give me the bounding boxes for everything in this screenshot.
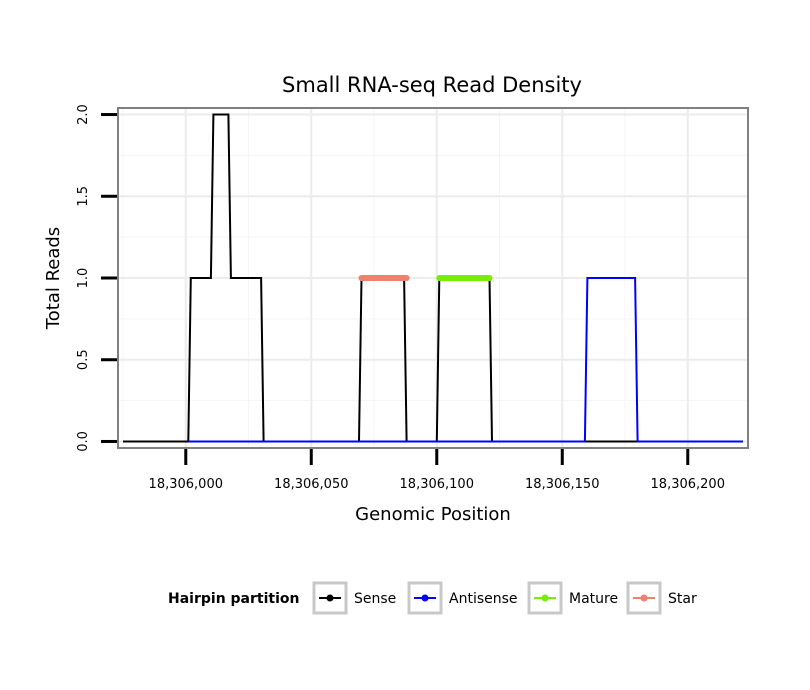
y-tick-label: 1.5 bbox=[76, 186, 91, 207]
x-axis: 18,306,000 18,306,050 18,306,100 18,306,150… bbox=[149, 449, 725, 492]
x-tick-label: 18,306,000 bbox=[149, 477, 223, 492]
legend-key-dot bbox=[421, 594, 429, 602]
series-line-antisense bbox=[188, 277, 743, 443]
legend-title: Hairpin partition bbox=[168, 591, 299, 607]
x-tick-label: 18,306,100 bbox=[400, 477, 474, 492]
legend-key-dot bbox=[640, 594, 648, 602]
legend: Hairpin partition Sense Antisense Mature St… bbox=[168, 581, 697, 615]
series-group bbox=[123, 113, 743, 443]
y-tick-label: 0.5 bbox=[76, 349, 91, 370]
legend-label-antisense: Antisense bbox=[449, 591, 518, 607]
x-axis-title: Genomic Position bbox=[355, 504, 511, 525]
legend-label-star: Star bbox=[668, 591, 697, 607]
y-tick-label: 1.0 bbox=[76, 268, 91, 289]
legend-key-dot bbox=[541, 594, 549, 602]
x-tick-label: 18,306,150 bbox=[525, 477, 599, 492]
y-axis: 0.0 0.5 1.0 1.5 2.0 bbox=[76, 104, 117, 452]
plot-panel bbox=[117, 107, 749, 449]
y-axis-title: Total Reads bbox=[43, 227, 64, 330]
chart-title: Small RNA-seq Read Density bbox=[282, 73, 582, 97]
y-tick-label: 2.0 bbox=[76, 104, 91, 125]
x-tick-label: 18,306,200 bbox=[651, 477, 725, 492]
y-tick-label: 0.0 bbox=[76, 431, 91, 452]
panel-border bbox=[117, 107, 749, 449]
x-tick-label: 18,306,050 bbox=[274, 477, 348, 492]
legend-label-sense: Sense bbox=[354, 591, 396, 607]
legend-label-mature: Mature bbox=[569, 591, 618, 607]
legend-key-dot bbox=[326, 594, 334, 602]
